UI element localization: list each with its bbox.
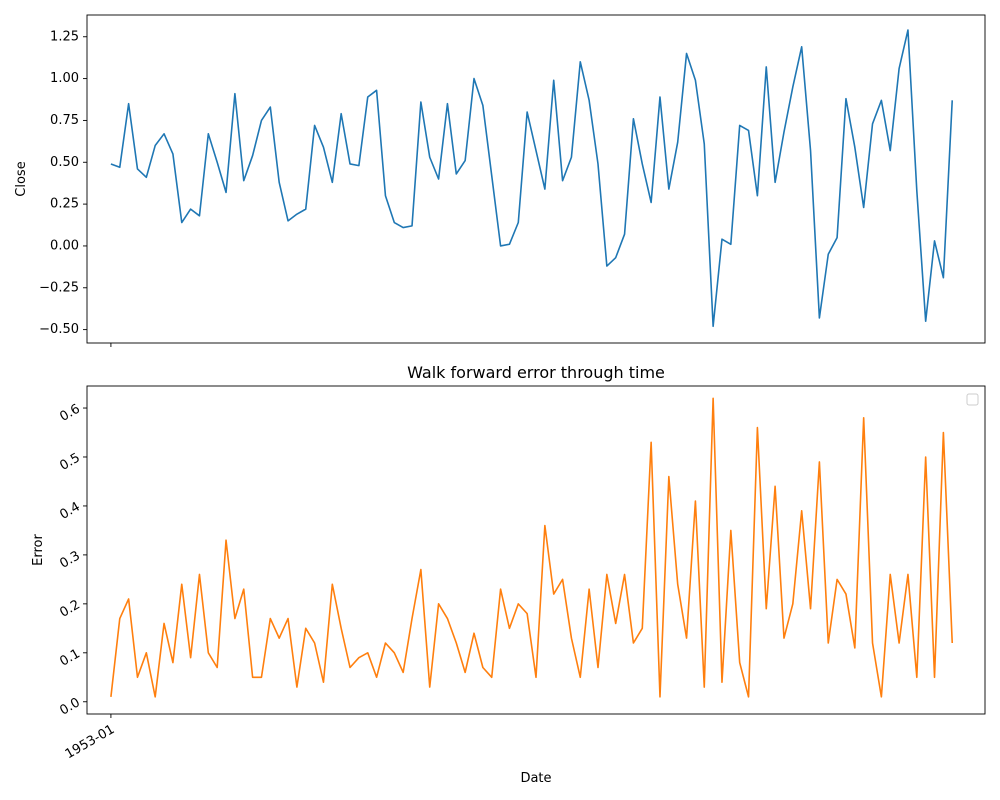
- walk-forward-error-chart: 0.0 0.1 0.2 0.3 0.4 0.5 0.6 1953-01 Error Date Wal…: [31, 363, 986, 786]
- legend-box: [966, 393, 979, 406]
- y-tick-label: 0.5: [57, 450, 82, 473]
- y-tick-label: −0.25: [39, 280, 79, 295]
- chart-title: Walk forward error through time: [407, 363, 665, 382]
- series-line: [110, 397, 954, 698]
- axes-frame: [86, 14, 986, 344]
- y-axis-label: Close: [14, 161, 29, 196]
- y-tick-label: 0.2: [57, 597, 82, 620]
- y-tick-label: 0.75: [50, 113, 79, 128]
- y-axis-label: Error: [31, 534, 46, 566]
- x-axis-label: Date: [520, 771, 551, 786]
- y-tick-label: 0.0: [57, 695, 82, 718]
- y-tick-label: 0.25: [50, 197, 79, 212]
- y-tick-label: −0.50: [39, 322, 79, 337]
- y-tick-label: 1.00: [50, 71, 79, 86]
- y-tick-label: 0.3: [57, 548, 82, 571]
- y-tick-label: 0.4: [57, 499, 82, 522]
- y-tick-label: 0.50: [50, 155, 79, 170]
- y-tick-label: 0.6: [57, 402, 82, 425]
- x-tick-label: 1953-01: [63, 722, 118, 762]
- close-price-chart: −0.50 −0.25 0.00 0.25 0.50 0.75 1.00 1.25 Close: [14, 14, 986, 347]
- y-tick-label: 1.25: [50, 29, 79, 44]
- y-tick-label: 0.1: [57, 646, 82, 669]
- y-tick-label: 0.00: [50, 238, 79, 253]
- axes-frame: [86, 385, 986, 715]
- series-line: [110, 29, 954, 328]
